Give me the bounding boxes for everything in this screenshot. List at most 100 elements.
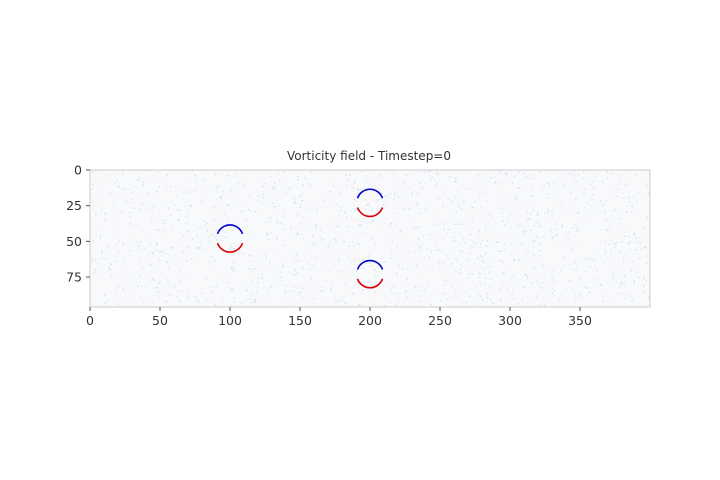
noise-pixel	[429, 170, 431, 172]
noise-pixel	[513, 259, 515, 262]
noise-pixel	[210, 291, 212, 293]
noise-pixel	[159, 250, 161, 253]
noise-pixel	[250, 293, 252, 295]
noise-pixel	[154, 287, 156, 289]
noise-pixel	[535, 296, 537, 298]
noise-pixel	[249, 210, 252, 213]
noise-pixel	[118, 185, 120, 188]
noise-pixel	[575, 240, 577, 243]
noise-pixel	[361, 170, 363, 172]
noise-pixel	[645, 279, 647, 282]
noise-pixel	[596, 252, 598, 254]
noise-pixel	[501, 193, 503, 195]
noise-pixel	[521, 299, 524, 302]
noise-pixel	[113, 299, 116, 302]
noise-pixel	[622, 197, 625, 199]
noise-pixel	[104, 175, 106, 177]
noise-pixel	[561, 226, 564, 228]
noise-pixel	[194, 296, 196, 298]
noise-pixel	[514, 195, 516, 198]
noise-pixel	[117, 251, 120, 253]
noise-pixel	[266, 201, 268, 203]
noise-pixel	[508, 178, 510, 180]
noise-pixel	[571, 249, 573, 252]
noise-pixel	[257, 200, 259, 202]
noise-pixel	[350, 262, 352, 264]
noise-pixel	[543, 184, 545, 186]
noise-pixel	[452, 251, 454, 254]
noise-pixel	[216, 199, 218, 201]
noise-pixel	[355, 219, 357, 222]
negative-vorticity-arc	[216, 242, 244, 253]
noise-pixel	[266, 232, 268, 235]
noise-pixel	[421, 186, 424, 189]
noise-pixel	[509, 213, 512, 215]
noise-pixel	[540, 243, 542, 245]
noise-pixel	[575, 268, 577, 270]
noise-pixel	[348, 256, 350, 258]
noise-pixel	[648, 192, 650, 195]
noise-pixel	[125, 187, 127, 190]
noise-pixel	[452, 296, 454, 298]
noise-pixel	[517, 186, 519, 189]
noise-pixel	[416, 193, 418, 195]
noise-pixel	[158, 186, 160, 189]
noise-pixel	[206, 298, 209, 300]
noise-pixel	[615, 191, 617, 193]
noise-pixel	[278, 205, 280, 207]
noise-pixel	[159, 280, 161, 283]
noise-pixel	[352, 269, 355, 271]
noise-pixel	[334, 263, 337, 266]
noise-pixel	[458, 243, 460, 246]
noise-pixel	[344, 302, 346, 304]
noise-pixel	[258, 270, 260, 273]
noise-pixel	[357, 189, 359, 191]
noise-pixel	[620, 219, 622, 222]
noise-pixel	[434, 179, 437, 181]
noise-pixel	[371, 209, 373, 212]
noise-pixel	[606, 171, 608, 173]
noise-pixel	[281, 279, 284, 281]
noise-pixel	[374, 291, 377, 293]
noise-pixel	[206, 222, 209, 224]
noise-pixel	[297, 179, 300, 181]
noise-pixel	[276, 222, 279, 224]
noise-pixel	[606, 177, 608, 179]
noise-pixel	[166, 174, 169, 176]
noise-pixel	[429, 256, 431, 258]
noise-pixel	[113, 227, 116, 230]
noise-pixel	[364, 207, 366, 210]
noise-pixel	[141, 202, 143, 204]
noise-pixel	[555, 228, 558, 231]
noise-pixel	[294, 202, 296, 204]
noise-pixel	[522, 234, 524, 236]
noise-pixel	[182, 235, 184, 237]
noise-pixel	[261, 274, 263, 276]
noise-pixel	[563, 256, 565, 258]
noise-pixel	[188, 204, 190, 206]
positive-vorticity-arc	[216, 224, 244, 235]
noise-pixel	[162, 219, 164, 222]
noise-pixel	[641, 184, 643, 187]
noise-pixel	[229, 189, 231, 192]
noise-pixel	[645, 255, 648, 257]
noise-pixel	[624, 297, 626, 299]
noise-pixel	[257, 277, 259, 279]
noise-pixel	[420, 245, 422, 247]
noise-pixel	[106, 258, 108, 260]
noise-pixel	[571, 289, 573, 291]
noise-pixel	[474, 263, 476, 265]
noise-pixel	[226, 281, 228, 284]
noise-pixel	[511, 293, 513, 295]
noise-pixel	[255, 211, 257, 213]
noise-pixel	[214, 218, 217, 221]
noise-pixel	[617, 228, 619, 230]
noise-pixel	[301, 297, 304, 299]
noise-pixel	[391, 285, 394, 287]
noise-pixel	[272, 196, 274, 198]
noise-pixel	[242, 210, 244, 212]
noise-pixel	[344, 282, 346, 284]
noise-pixel	[375, 184, 377, 187]
noise-pixel	[510, 278, 513, 281]
noise-pixel	[243, 218, 246, 221]
